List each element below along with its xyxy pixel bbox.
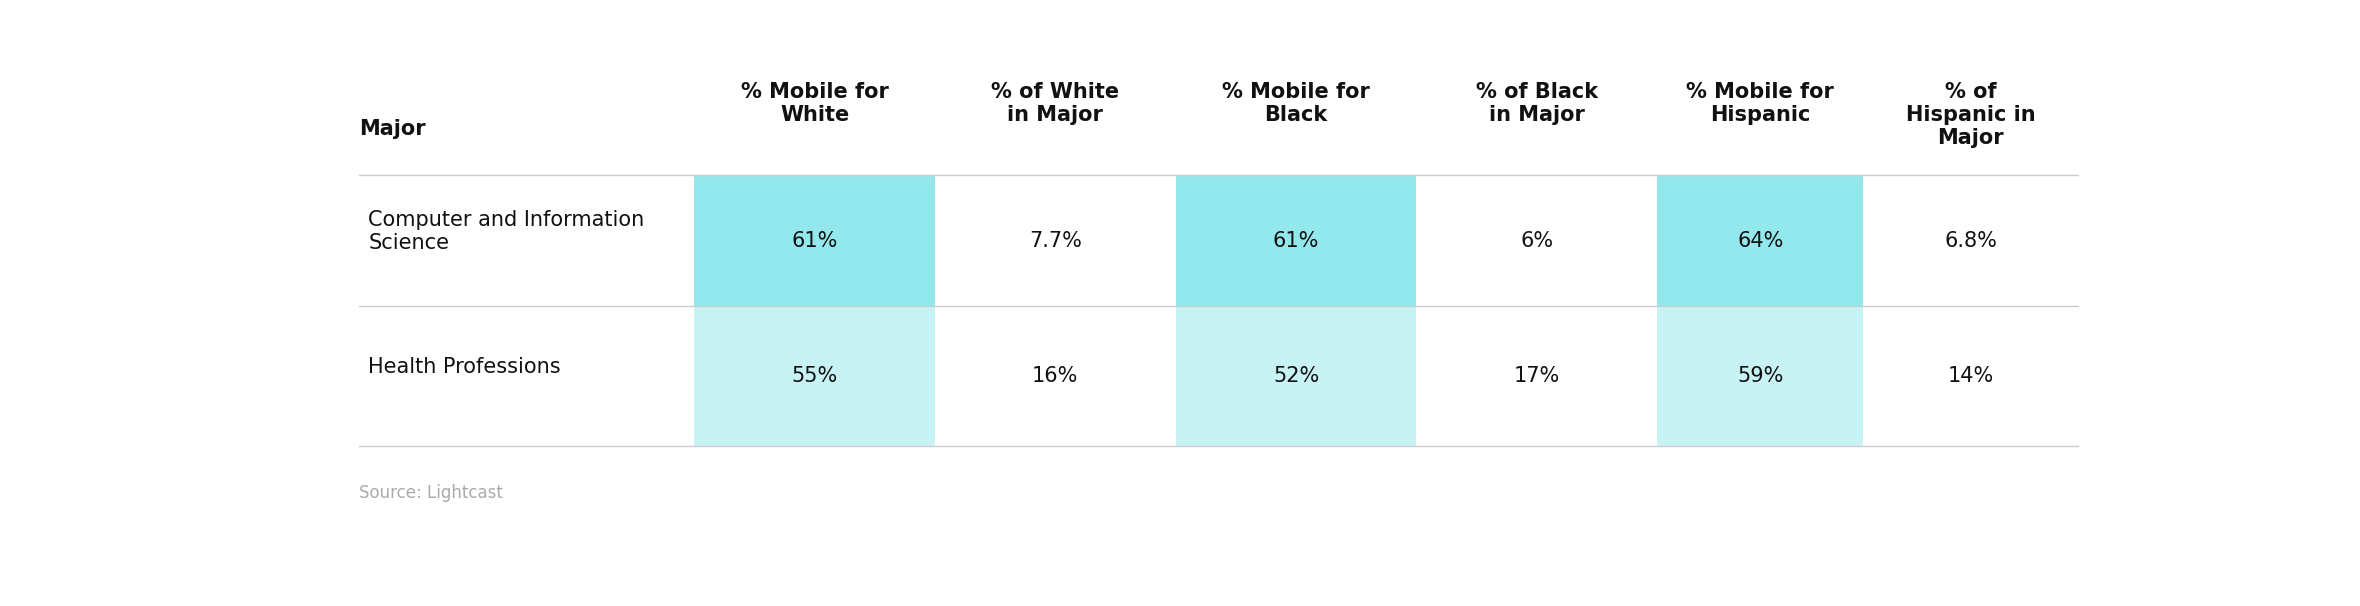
- Bar: [694, 175, 935, 306]
- Text: 17%: 17%: [1513, 366, 1560, 386]
- Text: Source: Lightcast: Source: Lightcast: [359, 484, 503, 502]
- Text: 61%: 61%: [791, 231, 838, 251]
- Text: 61%: 61%: [1272, 231, 1319, 251]
- Text: 7.7%: 7.7%: [1029, 231, 1081, 251]
- Text: 6.8%: 6.8%: [1945, 231, 1997, 251]
- Text: 52%: 52%: [1272, 366, 1319, 386]
- Text: Health Professions: Health Professions: [368, 357, 562, 377]
- Text: 6%: 6%: [1520, 231, 1553, 251]
- Bar: [1657, 306, 1864, 446]
- Text: Computer and Information
Science: Computer and Information Science: [368, 210, 644, 253]
- Text: % Mobile for
Hispanic: % Mobile for Hispanic: [1687, 82, 1834, 125]
- Text: % of White
in Major: % of White in Major: [991, 82, 1119, 125]
- Bar: [694, 306, 935, 446]
- Text: 14%: 14%: [1947, 366, 1994, 386]
- Text: 16%: 16%: [1031, 366, 1079, 386]
- Bar: [1657, 175, 1864, 306]
- Text: % Mobile for
Black: % Mobile for Black: [1222, 82, 1369, 125]
- Bar: [1175, 175, 1416, 306]
- Text: 55%: 55%: [791, 366, 838, 386]
- Text: % of
Hispanic in
Major: % of Hispanic in Major: [1907, 82, 2037, 148]
- Text: % of Black
in Major: % of Black in Major: [1475, 82, 1598, 125]
- Text: Major: Major: [359, 119, 425, 139]
- Text: 64%: 64%: [1737, 231, 1784, 251]
- Text: % Mobile for
White: % Mobile for White: [741, 82, 890, 125]
- Text: 59%: 59%: [1737, 366, 1784, 386]
- Bar: [1175, 306, 1416, 446]
